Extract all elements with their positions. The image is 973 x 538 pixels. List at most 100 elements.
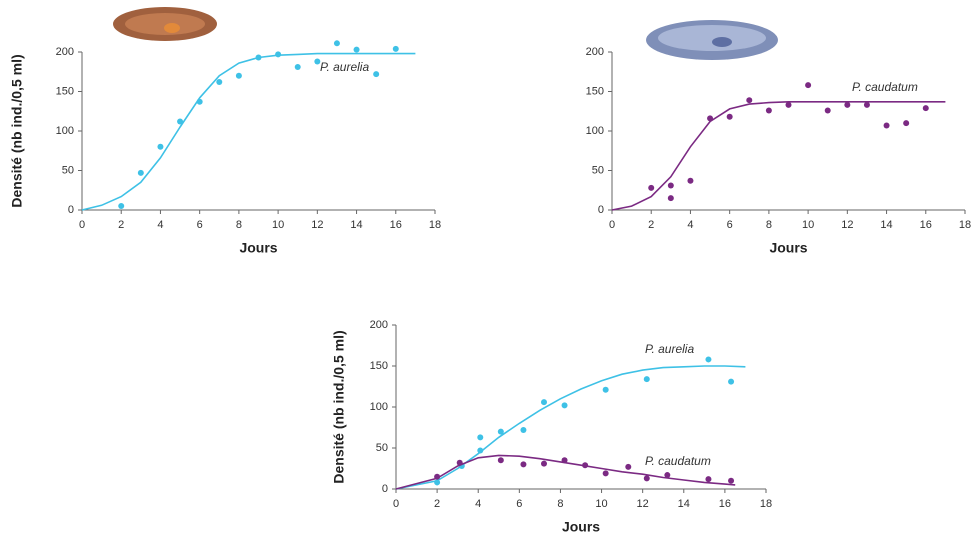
x-tick-label: 14 [678, 498, 690, 510]
data-point [883, 122, 890, 129]
y-tick-label: 100 [56, 125, 74, 137]
data-point [456, 459, 463, 466]
data-point [625, 463, 632, 470]
fit-curve [611, 101, 946, 211]
x-tick-label: 12 [637, 498, 649, 510]
series-label: P. caudatum [645, 454, 711, 468]
data-point [392, 45, 399, 52]
data-point [648, 184, 655, 191]
x-tick-label: 16 [390, 219, 402, 231]
chart: 0 50 100 150 200 0 2 4 6 8 10 12 14 16 18 Jours Densité … [331, 319, 772, 535]
data-point [216, 79, 223, 86]
data-point [541, 399, 547, 406]
y-tick-label: 100 [370, 401, 388, 413]
data-point [137, 169, 144, 176]
y-tick-label: 0 [68, 204, 74, 216]
x-tick-label: 16 [920, 219, 932, 231]
y-axis-title: Densité (nb ind./0,5 ml) [9, 54, 25, 207]
x-tick-label: 2 [118, 219, 124, 231]
x-tick-label: 14 [350, 219, 362, 231]
fit-curve [81, 52, 416, 211]
data-point [602, 470, 609, 477]
data-point [667, 195, 674, 202]
data-point [805, 82, 812, 89]
x-tick-label: 2 [434, 498, 440, 510]
x-axis-title: Jours [562, 519, 600, 535]
y-tick-label: 200 [586, 46, 604, 58]
data-point [726, 113, 733, 120]
y-tick-label: 150 [370, 360, 388, 372]
fit-curve [395, 365, 746, 490]
data-point [582, 462, 589, 469]
series-label: P. aurelia [320, 60, 369, 74]
data-point [705, 476, 712, 483]
data-point [765, 107, 772, 114]
y-tick-label: 100 [586, 125, 604, 137]
x-tick-label: 12 [311, 219, 323, 231]
data-point [477, 434, 484, 441]
data-point [497, 457, 504, 464]
y-tick-label: 200 [370, 319, 388, 331]
data-point [157, 143, 164, 150]
y-tick-label: 0 [382, 483, 388, 495]
data-point [643, 475, 650, 482]
x-tick-label: 8 [236, 219, 242, 231]
data-point [705, 356, 712, 363]
x-axis-title: Jours [769, 240, 807, 256]
data-point [561, 457, 568, 464]
x-tick-label: 18 [429, 219, 441, 231]
x-tick-label: 10 [272, 219, 284, 231]
data-point [434, 473, 441, 480]
x-tick-label: 10 [595, 498, 607, 510]
x-tick-label: 4 [157, 219, 163, 231]
data-point [477, 447, 484, 454]
series-label: P. aurelia [645, 342, 694, 356]
x-tick-label: 18 [959, 219, 971, 231]
data-point [314, 58, 321, 65]
x-axis-title: Jours [239, 240, 277, 256]
data-point [707, 115, 714, 122]
y-tick-label: 150 [586, 85, 604, 97]
chart: 0 50 100 150 200 0 2 4 6 8 10 12 14 16 18 Jours Densité … [9, 40, 441, 256]
x-tick-label: 0 [609, 219, 615, 231]
data-point [667, 182, 674, 189]
x-tick-label: 10 [802, 219, 814, 231]
data-point [520, 426, 527, 433]
x-tick-label: 0 [393, 498, 399, 510]
data-point [922, 105, 929, 112]
data-point [785, 101, 792, 108]
x-tick-label: 8 [766, 219, 772, 231]
data-point [373, 71, 380, 78]
paramecium-aurelia-image [113, 7, 217, 41]
data-point [177, 118, 184, 125]
fit-curve [395, 454, 736, 490]
x-tick-label: 14 [880, 219, 892, 231]
data-point [541, 460, 547, 467]
y-tick-label: 50 [592, 164, 604, 176]
y-tick-label: 50 [376, 442, 388, 454]
data-point [863, 101, 870, 108]
data-point [333, 40, 340, 47]
data-point [294, 64, 301, 71]
data-point [602, 386, 609, 393]
x-tick-label: 16 [719, 498, 731, 510]
x-tick-label: 2 [648, 219, 654, 231]
x-tick-label: 4 [687, 219, 693, 231]
data-point [903, 120, 910, 127]
x-tick-label: 12 [841, 219, 853, 231]
series-label: P. caudatum [852, 80, 918, 94]
data-point [687, 177, 694, 184]
data-point [561, 402, 568, 409]
data-point [728, 477, 735, 484]
x-tick-label: 18 [760, 498, 772, 510]
data-point [728, 378, 735, 385]
y-tick-label: 150 [56, 85, 74, 97]
data-point [746, 97, 753, 104]
x-tick-label: 6 [197, 219, 203, 231]
x-tick-label: 0 [79, 219, 85, 231]
data-point [824, 107, 831, 114]
y-tick-label: 200 [56, 46, 74, 58]
data-point [275, 51, 282, 58]
